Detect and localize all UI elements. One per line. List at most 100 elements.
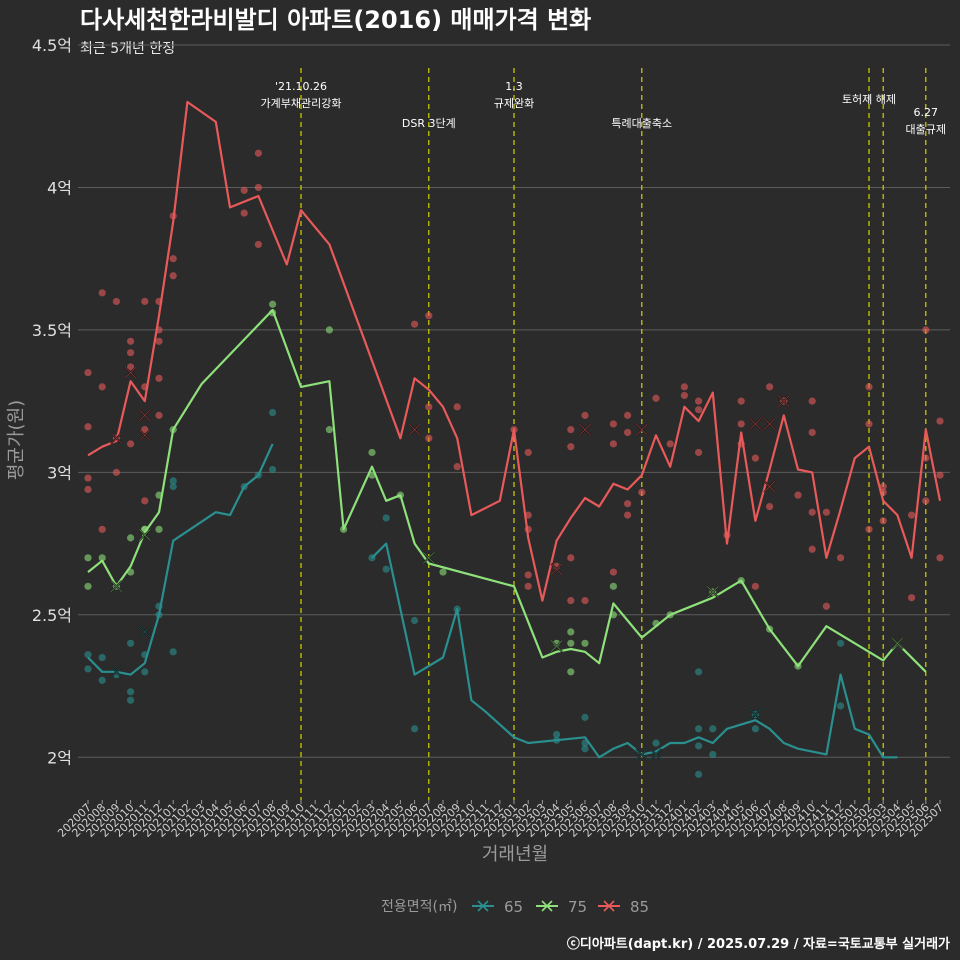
data-point-65: [695, 668, 703, 676]
event-label: 가계부채관리강화: [261, 97, 342, 110]
data-point-65: [411, 725, 419, 733]
data-point-85: [695, 406, 703, 414]
data-point-85: [751, 582, 760, 590]
data-point-85: [922, 497, 930, 505]
data-point-85: [922, 454, 930, 462]
cross-marker-highlight-75: [110, 580, 123, 593]
data-point-85: [680, 391, 689, 400]
cross-marker-highlight-85: [138, 409, 151, 422]
data-point-85: [666, 440, 674, 448]
data-point-65: [169, 483, 177, 491]
data-point-85: [751, 454, 760, 462]
data-point-75: [269, 300, 277, 308]
event-label: 1.3: [505, 80, 523, 93]
data-point-85: [822, 508, 831, 516]
data-point-85: [425, 403, 433, 411]
data-point-85: [453, 463, 461, 471]
data-point-85: [581, 411, 589, 419]
data-point-85: [567, 426, 575, 434]
data-point-85: [411, 320, 419, 328]
legend-marker-65: [477, 900, 489, 912]
data-point-65: [98, 676, 106, 684]
series-line-75: [87, 308, 927, 673]
legend: 전용면적(㎡) 65 75 85: [381, 898, 649, 916]
data-point-85: [908, 511, 916, 519]
legend-marker-85: [603, 900, 615, 912]
data-point-65: [751, 725, 760, 733]
data-point-65: [652, 739, 660, 747]
data-point-85: [624, 411, 632, 419]
cross-marker-highlight-75: [706, 586, 719, 598]
data-point-85: [624, 511, 632, 519]
data-point-75: [439, 568, 447, 576]
cross-marker-highlight-85: [749, 418, 762, 430]
data-point-65: [127, 639, 135, 647]
data-point-85: [84, 423, 92, 431]
data-point-85: [695, 448, 703, 457]
cross-marker-highlight-85: [124, 366, 137, 379]
data-point-65: [127, 688, 135, 696]
data-point-65: [169, 477, 177, 485]
cross-marker-highlight-65: [138, 626, 151, 638]
legend-title: 전용면적(㎡): [381, 899, 457, 915]
data-point-85: [567, 554, 575, 562]
cross-marker-highlight-65: [635, 748, 648, 761]
event-label: '21.10.26: [275, 80, 327, 93]
data-point-85: [112, 468, 120, 476]
cross-marker-highlight-65: [650, 748, 662, 761]
data-point-85: [98, 383, 106, 391]
data-point-85: [567, 443, 575, 451]
legend-label-65: 65: [504, 898, 523, 916]
data-point-85: [879, 483, 887, 491]
y-tick-label: 4.5억: [32, 36, 72, 55]
data-point-85: [425, 312, 433, 320]
data-point-85: [240, 209, 248, 217]
data-point-85: [453, 403, 461, 411]
data-point-65: [411, 616, 419, 625]
data-point-85: [127, 337, 135, 345]
data-point-85: [737, 420, 745, 428]
series-line-65: [371, 542, 898, 759]
cross-marker-highlight-75: [891, 637, 904, 650]
data-point-65: [837, 639, 845, 647]
cross-marker-highlight-65: [110, 665, 123, 678]
data-point-85: [112, 297, 120, 306]
data-point-85: [581, 596, 589, 605]
legend-marker-75: [541, 900, 553, 912]
data-point-65: [695, 770, 703, 778]
chart-subtitle: 최근 5개년 한정: [80, 41, 175, 57]
data-point-75: [98, 554, 106, 562]
data-point-85: [254, 240, 262, 249]
data-point-85: [609, 568, 618, 576]
data-point-85: [808, 397, 816, 405]
data-point-85: [766, 383, 774, 391]
data-point-65: [127, 696, 135, 704]
data-point-65: [553, 730, 561, 739]
data-point-85: [524, 448, 532, 457]
data-point-85: [141, 426, 149, 434]
data-point-65: [709, 725, 717, 733]
data-point-85: [936, 417, 944, 425]
y-tick-label: 2.5억: [32, 606, 72, 625]
data-point-85: [922, 326, 930, 334]
data-point-85: [865, 420, 873, 428]
cross-marker-highlight-85: [635, 423, 648, 436]
event-label: 대출규제: [906, 123, 946, 136]
event-label: 토허제 해제: [842, 92, 896, 106]
footer-credit: ⓒ디아파트(dapt.kr) / 2025.07.29 / 자료=국토교통부 실…: [567, 936, 950, 952]
data-point-75: [609, 582, 618, 590]
cross-marker-highlight-65: [749, 708, 762, 721]
cross-marker-highlight-85: [110, 432, 123, 445]
cross-marker-highlight-85: [579, 423, 591, 436]
data-point-85: [822, 602, 831, 610]
data-point-85: [879, 517, 887, 525]
data-point-85: [766, 502, 774, 511]
data-point-75: [368, 448, 376, 457]
data-point-65: [382, 565, 390, 573]
data-point-85: [84, 485, 92, 494]
series-line-65: [87, 443, 274, 676]
data-point-75: [127, 534, 135, 542]
data-point-85: [169, 272, 177, 280]
